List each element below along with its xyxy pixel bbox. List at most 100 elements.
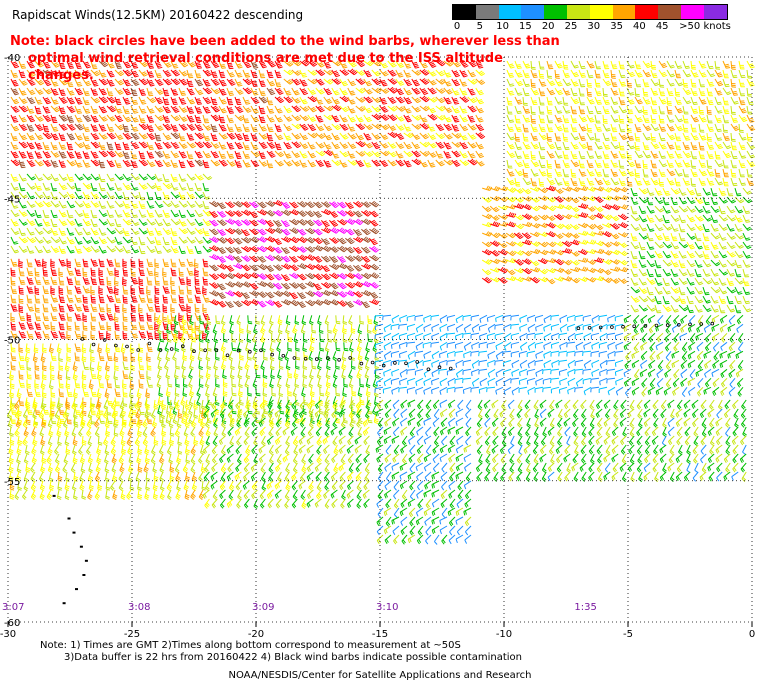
wind-barb: [657, 359, 664, 370]
wind-barb: [81, 352, 87, 363]
wind-barb: [269, 342, 275, 353]
wind-barb: [447, 399, 456, 409]
wind-barb: [23, 471, 29, 483]
wind-barb: [218, 114, 226, 124]
wind-barb: [74, 87, 84, 96]
wind-barb: [250, 132, 258, 141]
wind-barb: [666, 69, 676, 78]
wind-barb: [463, 444, 472, 453]
wind-barb: [464, 516, 472, 527]
wind-barb: [265, 273, 275, 281]
wind-barb: [554, 132, 562, 142]
wind-barb: [345, 281, 356, 289]
wind-barb: [538, 60, 545, 70]
wind-barb: [729, 332, 736, 343]
wind-barb: [534, 408, 540, 420]
wind-barb: [269, 453, 274, 464]
wind-barb: [154, 236, 162, 246]
wind-barb: [706, 96, 714, 106]
wind-barb: [274, 141, 282, 151]
wind-barb: [42, 209, 50, 219]
wind-barb: [193, 408, 198, 419]
wind-barb: [535, 377, 544, 386]
wind-barb: [299, 69, 308, 78]
note-line-2: optimal wind retrieval conditions are me…: [28, 51, 503, 83]
wind-barb: [40, 444, 45, 456]
wind-barb: [718, 268, 729, 276]
wind-barb: [517, 426, 523, 437]
wind-barb: [66, 415, 72, 425]
wind-barb: [180, 396, 186, 407]
wind-barb: [250, 123, 258, 132]
wind-barb: [435, 150, 444, 159]
wind-barb: [487, 377, 496, 386]
wind-barb: [617, 250, 629, 257]
wind-barb: [446, 350, 456, 358]
wind-barb: [570, 141, 579, 150]
wind-barb: [202, 141, 213, 149]
wind-barb: [275, 426, 282, 437]
wind-barb: [590, 408, 595, 420]
wind-barb: [441, 480, 448, 491]
legend-swatch: [453, 5, 476, 19]
wind-barb: [702, 205, 711, 214]
wind-barb: [425, 426, 432, 437]
wind-barb: [371, 105, 381, 113]
wind-barb: [266, 159, 274, 169]
wind-barb: [177, 435, 182, 446]
wind-barb: [399, 417, 408, 427]
wind-barb: [722, 141, 732, 150]
wind-barb: [689, 332, 696, 343]
wind-barb: [79, 471, 84, 483]
wind-barb: [234, 87, 244, 95]
wind-barb: [718, 250, 728, 259]
wind-barb: [602, 78, 612, 87]
wind-barb: [675, 408, 683, 418]
wind-barb: [435, 132, 446, 140]
wind-barb: [419, 114, 428, 123]
wind-barb: [319, 342, 325, 352]
wind-barb: [642, 168, 649, 178]
wind-barb: [728, 386, 736, 397]
wind-barb: [170, 267, 177, 277]
wind-barb: [506, 87, 515, 96]
wind-barb: [384, 534, 392, 545]
wind-barb: [306, 498, 314, 508]
wind-barb: [678, 444, 683, 455]
wind-barb: [398, 332, 408, 340]
wind-barb: [154, 303, 161, 313]
wind-barb: [206, 360, 212, 370]
wind-barb: [399, 471, 408, 480]
wind-barb: [211, 462, 218, 473]
wind-barb: [451, 105, 460, 114]
wind-barb: [513, 267, 525, 274]
wind-barb: [339, 69, 350, 76]
wind-barb: [106, 132, 116, 140]
wind-barb: [274, 96, 285, 104]
wind-barb: [114, 209, 123, 218]
wind-barb: [446, 386, 456, 393]
wind-barb: [363, 114, 373, 123]
wind-barb: [546, 114, 553, 124]
wind-barb: [113, 352, 119, 363]
legend-swatch: [544, 5, 567, 19]
wind-barb: [98, 379, 105, 389]
wind-barb: [594, 159, 602, 168]
wind-barb: [188, 414, 194, 425]
wind-barb: [23, 453, 29, 465]
wind-barb: [98, 218, 108, 226]
wind-barb: [273, 246, 283, 254]
wind-barb: [714, 114, 722, 123]
wind-barb: [719, 323, 728, 333]
wind-barb: [170, 303, 175, 314]
wind-barb: [742, 259, 751, 268]
wind-barb: [658, 150, 666, 159]
wind-barb: [448, 408, 456, 419]
wind-barb: [409, 444, 416, 455]
wind-barb: [106, 312, 114, 321]
wind-barb: [137, 489, 143, 500]
pass-time-label: 1:35: [574, 602, 596, 613]
wind-barb: [534, 314, 544, 322]
legend-label: 15: [519, 21, 532, 32]
wind-barb: [90, 388, 97, 397]
